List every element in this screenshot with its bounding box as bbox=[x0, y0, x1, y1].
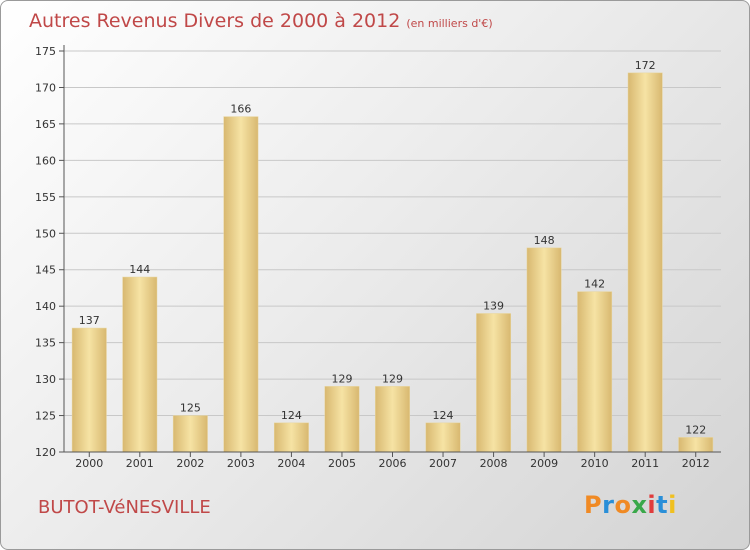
bar-value-label: 122 bbox=[685, 423, 706, 436]
bar bbox=[425, 422, 461, 453]
x-tick-label: 2002 bbox=[176, 457, 204, 470]
y-tick-label: 120 bbox=[35, 446, 56, 459]
x-tick-label: 2003 bbox=[227, 457, 255, 470]
bar bbox=[627, 72, 663, 453]
bar bbox=[375, 386, 410, 453]
y-tick-label: 175 bbox=[35, 45, 56, 58]
bar-value-label: 129 bbox=[331, 372, 352, 385]
bar-value-label: 125 bbox=[180, 402, 201, 415]
x-tick-label: 2010 bbox=[581, 457, 609, 470]
x-tick-label: 2007 bbox=[429, 457, 457, 470]
x-tick-label: 2011 bbox=[631, 457, 659, 470]
bar bbox=[526, 247, 562, 453]
y-tick-label: 125 bbox=[35, 410, 56, 423]
x-tick-label: 2009 bbox=[530, 457, 558, 470]
y-tick-label: 165 bbox=[35, 118, 56, 131]
y-tick-label: 145 bbox=[35, 264, 56, 277]
bar-value-label: 142 bbox=[584, 278, 605, 291]
bar bbox=[273, 422, 309, 453]
bar bbox=[122, 276, 158, 453]
x-tick-label: 2000 bbox=[75, 457, 103, 470]
x-tick-label: 2006 bbox=[379, 457, 407, 470]
bars bbox=[71, 72, 714, 453]
bar bbox=[172, 415, 208, 453]
city-name: BUTOT-VéNESVILLE bbox=[38, 497, 211, 518]
y-tick-label: 140 bbox=[35, 300, 56, 313]
bar-value-label: 129 bbox=[382, 372, 403, 385]
chart-title-main: Autres Revenus Divers de 2000 à 2012 bbox=[29, 10, 401, 32]
bar bbox=[71, 327, 107, 453]
x-tick-label: 2005 bbox=[328, 457, 356, 470]
bar bbox=[324, 386, 360, 453]
bar bbox=[223, 116, 259, 453]
x-tick-label: 2004 bbox=[277, 457, 305, 470]
y-tick-label: 160 bbox=[35, 154, 56, 167]
bar bbox=[577, 291, 613, 453]
bar-value-label: 139 bbox=[483, 299, 504, 312]
bar-value-label: 137 bbox=[79, 314, 100, 327]
bar-value-label: 148 bbox=[534, 234, 555, 247]
x-tick-label: 2008 bbox=[480, 457, 508, 470]
bar-value-label: 144 bbox=[129, 263, 150, 276]
x-tick-label: 2001 bbox=[126, 457, 154, 470]
bar bbox=[476, 313, 512, 453]
proxiti-logo: Proxiti bbox=[584, 491, 677, 519]
y-tick-label: 155 bbox=[35, 191, 56, 204]
axes bbox=[59, 45, 721, 457]
bar bbox=[678, 437, 714, 453]
x-tick-label: 2012 bbox=[682, 457, 710, 470]
bar-value-label: 124 bbox=[281, 409, 302, 422]
bar-value-label: 166 bbox=[230, 103, 251, 116]
chart-title-unit: (en milliers d'€) bbox=[406, 17, 493, 30]
bar-value-label: 172 bbox=[635, 59, 656, 72]
chart-title: Autres Revenus Divers de 2000 à 2012 (en … bbox=[29, 10, 493, 32]
y-tick-label: 150 bbox=[35, 227, 56, 240]
y-tick-label: 170 bbox=[35, 81, 56, 94]
labels: 120 125 130 135 140 145 150 155 160 165 170 175 137 2… bbox=[35, 45, 710, 470]
y-tick-label: 135 bbox=[35, 337, 56, 350]
bar-value-label: 124 bbox=[433, 409, 454, 422]
y-tick-label: 130 bbox=[35, 373, 56, 386]
